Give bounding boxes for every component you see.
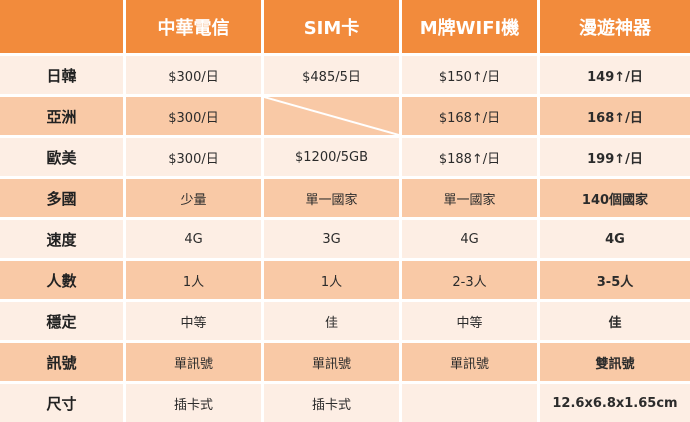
table-cell: $300/日: [126, 97, 261, 135]
column-header: M牌WIFI機: [402, 0, 537, 53]
table-cell: $188↑/日: [402, 138, 537, 176]
table-cell: 單一國家: [264, 179, 399, 217]
table-cell: $485/5日: [264, 56, 399, 94]
table-cell: 4G: [126, 220, 261, 258]
header-corner: [0, 0, 123, 53]
table-cell: 單一國家: [402, 179, 537, 217]
column-header: 漫遊神器: [540, 0, 690, 53]
table-cell: 少量: [126, 179, 261, 217]
table-cell: 12.6x6.8x1.65cm: [540, 384, 690, 422]
table-cell: 中等: [126, 302, 261, 340]
row-label: 尺寸: [0, 384, 123, 422]
table-cell: 199↑/日: [540, 138, 690, 176]
table-cell: 佳: [264, 302, 399, 340]
table-cell: 2-3人: [402, 261, 537, 299]
row-label: 速度: [0, 220, 123, 258]
table-cell: $300/日: [126, 138, 261, 176]
table-cell: $300/日: [126, 56, 261, 94]
table-cell: 中等: [402, 302, 537, 340]
row-label: 多國: [0, 179, 123, 217]
table-cell: 雙訊號: [540, 343, 690, 381]
table-cell: 149↑/日: [540, 56, 690, 94]
table-cell: 1人: [264, 261, 399, 299]
table-cell: $150↑/日: [402, 56, 537, 94]
table-cell: 單訊號: [126, 343, 261, 381]
table-cell: 4G: [540, 220, 690, 258]
table-cell: $1200/5GB: [264, 138, 399, 176]
table-cell: $168↑/日: [402, 97, 537, 135]
row-label: 歐美: [0, 138, 123, 176]
column-header: 中華電信: [126, 0, 261, 53]
table-cell: 1人: [126, 261, 261, 299]
row-label: 人數: [0, 261, 123, 299]
table-cell: 單訊號: [264, 343, 399, 381]
table-cell: 單訊號: [402, 343, 537, 381]
column-header: SIM卡: [264, 0, 399, 53]
row-label: 訊號: [0, 343, 123, 381]
row-label: 穩定: [0, 302, 123, 340]
table-cell: 168↑/日: [540, 97, 690, 135]
table-cell: 佳: [540, 302, 690, 340]
table-cell: 3G: [264, 220, 399, 258]
row-label: 亞洲: [0, 97, 123, 135]
table-cell: 4G: [402, 220, 537, 258]
table-cell: 插卡式: [126, 384, 261, 422]
table-cell: 3-5人: [540, 261, 690, 299]
table-cell: 插卡式: [264, 384, 399, 422]
diagonal-strike: [264, 97, 399, 135]
table-cell: 140個國家: [540, 179, 690, 217]
row-label: 日韓: [0, 56, 123, 94]
table-cell: [402, 384, 537, 422]
not-applicable-cell: [264, 97, 399, 135]
